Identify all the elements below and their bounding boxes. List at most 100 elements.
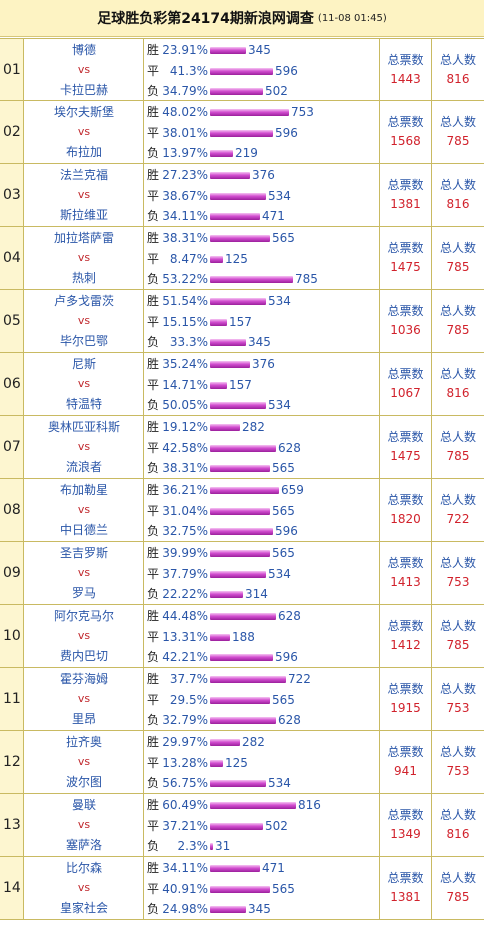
match-teams: 拉齐奥 vs 波尔图 xyxy=(24,731,144,793)
home-team-link[interactable]: 法兰克福 xyxy=(59,168,108,182)
match-number: 12 xyxy=(0,731,24,793)
home-team-link[interactable]: 埃尔夫斯堡 xyxy=(53,105,114,119)
home-team-link[interactable]: 奥林匹亚科斯 xyxy=(47,420,120,434)
home-team-link[interactable]: 比尔森 xyxy=(65,861,102,875)
draw-bar xyxy=(210,760,223,767)
match-teams: 圣吉罗斯 vs 罗马 xyxy=(24,542,144,604)
away-team-link[interactable]: 毕尔巴鄂 xyxy=(59,334,108,348)
total-users-cell: 总人数 816 xyxy=(432,794,484,856)
draw-percent: 15.15% xyxy=(162,315,208,329)
draw-count: 125 xyxy=(225,252,248,266)
home-team-link[interactable]: 阿尔克马尔 xyxy=(53,609,114,623)
table-row: 13 曼联 vs 塞萨洛 胜 60.49% 816 平 37.21% 502 负 2.3% 31 总票数 1… xyxy=(0,794,484,857)
draw-count: 565 xyxy=(272,882,295,896)
away-team-link[interactable]: 热刺 xyxy=(71,271,96,285)
draw-label: 平 xyxy=(147,64,160,78)
match-number: 14 xyxy=(0,857,24,919)
lose-count: 565 xyxy=(272,461,295,475)
draw-label: 平 xyxy=(147,126,160,140)
away-team-link[interactable]: 斯拉维亚 xyxy=(59,208,108,222)
lose-bar xyxy=(210,402,266,409)
draw-count: 565 xyxy=(272,504,295,518)
win-label: 胜 xyxy=(147,43,160,57)
vs-label: vs xyxy=(77,566,91,579)
home-team-link[interactable]: 加拉塔萨雷 xyxy=(53,231,114,245)
table-row: 02 埃尔夫斯堡 vs 布拉加 胜 48.02% 753 平 38.01% 596 负 13.97% 2… xyxy=(0,101,484,164)
home-team-link[interactable]: 圣吉罗斯 xyxy=(59,546,108,560)
win-label: 胜 xyxy=(147,168,160,182)
draw-count: 534 xyxy=(268,189,291,203)
match-number: 06 xyxy=(0,353,24,415)
win-bar xyxy=(210,613,276,620)
total-users-label: 总人数 xyxy=(439,430,476,444)
vs-label: vs xyxy=(77,881,91,894)
draw-label: 平 xyxy=(147,630,160,644)
away-team-link[interactable]: 流浪者 xyxy=(65,460,102,474)
lose-row: 负 53.22% 785 xyxy=(144,270,380,288)
total-votes-cell: 总票数 1349 xyxy=(380,794,432,856)
total-votes-value: 1381 xyxy=(390,197,421,211)
away-team-link[interactable]: 卡拉巴赫 xyxy=(59,83,108,97)
home-team-link[interactable]: 尼斯 xyxy=(71,357,96,371)
draw-percent: 42.58% xyxy=(162,441,208,455)
away-team-link[interactable]: 罗马 xyxy=(71,586,96,600)
lose-count: 596 xyxy=(275,650,298,664)
win-row: 胜 37.7% 722 xyxy=(144,670,380,688)
home-team-link[interactable]: 拉齐奥 xyxy=(65,735,102,749)
lose-count: 534 xyxy=(268,398,291,412)
away-team-link[interactable]: 里昂 xyxy=(71,712,96,726)
table-row: 04 加拉塔萨雷 vs 热刺 胜 38.31% 565 平 8.47% 125 负 53.22% 785… xyxy=(0,227,484,290)
away-team-link[interactable]: 波尔图 xyxy=(65,775,102,789)
match-number: 07 xyxy=(0,416,24,478)
home-team-link[interactable]: 布加勒星 xyxy=(59,483,108,497)
away-team-link[interactable]: 中日德兰 xyxy=(59,523,108,537)
win-row: 胜 29.97% 282 xyxy=(144,733,380,751)
total-votes-cell: 总票数 941 xyxy=(380,731,432,793)
lose-label: 负 xyxy=(147,461,160,475)
win-count: 565 xyxy=(272,231,295,245)
away-team-link[interactable]: 皇家社会 xyxy=(59,901,108,915)
home-team-link[interactable]: 霍芬海姆 xyxy=(59,672,108,686)
win-bar xyxy=(210,235,270,242)
total-votes-label: 总票数 xyxy=(387,745,424,759)
update-time: (11-08 01:45) xyxy=(317,12,387,24)
total-users-value: 753 xyxy=(446,575,470,589)
total-votes-cell: 总票数 1412 xyxy=(380,605,432,667)
win-count: 753 xyxy=(291,105,314,119)
win-row: 胜 44.48% 628 xyxy=(144,607,380,625)
total-votes-value: 1412 xyxy=(390,638,421,652)
total-votes-cell: 总票数 1381 xyxy=(380,164,432,226)
away-team-link[interactable]: 塞萨洛 xyxy=(65,838,102,852)
draw-bar xyxy=(210,823,263,830)
total-votes-cell: 总票数 1915 xyxy=(380,668,432,730)
table-row: 05 卢多戈雷茨 vs 毕尔巴鄂 胜 51.54% 534 平 15.15% 157 负 33.3% 3… xyxy=(0,290,484,353)
total-votes-value: 1475 xyxy=(390,260,421,274)
vote-bars: 胜 48.02% 753 平 38.01% 596 负 13.97% 219 xyxy=(144,101,380,163)
home-team-link[interactable]: 博德 xyxy=(71,43,96,57)
draw-bar xyxy=(210,697,270,704)
vs-label: vs xyxy=(77,818,91,831)
total-votes-value: 1443 xyxy=(390,72,421,86)
draw-label: 平 xyxy=(147,567,160,581)
lose-percent: 32.75% xyxy=(162,524,208,538)
away-team-link[interactable]: 特温特 xyxy=(65,397,102,411)
match-teams: 法兰克福 vs 斯拉维亚 xyxy=(24,164,144,226)
win-bar xyxy=(210,676,286,683)
lose-row: 负 34.11% 471 xyxy=(144,207,380,225)
win-percent: 34.11% xyxy=(162,861,208,875)
away-team-link[interactable]: 布拉加 xyxy=(65,145,102,159)
table-row: 07 奥林匹亚科斯 vs 流浪者 胜 19.12% 282 平 42.58% 628 负 38.31%… xyxy=(0,416,484,479)
lose-label: 负 xyxy=(147,524,160,538)
win-percent: 36.21% xyxy=(162,483,208,497)
home-team-link[interactable]: 卢多戈雷茨 xyxy=(53,294,114,308)
home-team-link[interactable]: 曼联 xyxy=(71,798,96,812)
draw-label: 平 xyxy=(147,189,160,203)
draw-label: 平 xyxy=(147,504,160,518)
table-row: 12 拉齐奥 vs 波尔图 胜 29.97% 282 平 13.28% 125 负 56.75% 534… xyxy=(0,731,484,794)
draw-label: 平 xyxy=(147,315,160,329)
match-number: 10 xyxy=(0,605,24,667)
total-users-label: 总人数 xyxy=(439,367,476,381)
away-team-link[interactable]: 费内巴切 xyxy=(59,649,108,663)
lose-label: 负 xyxy=(147,272,160,286)
win-row: 胜 51.54% 534 xyxy=(144,292,380,310)
